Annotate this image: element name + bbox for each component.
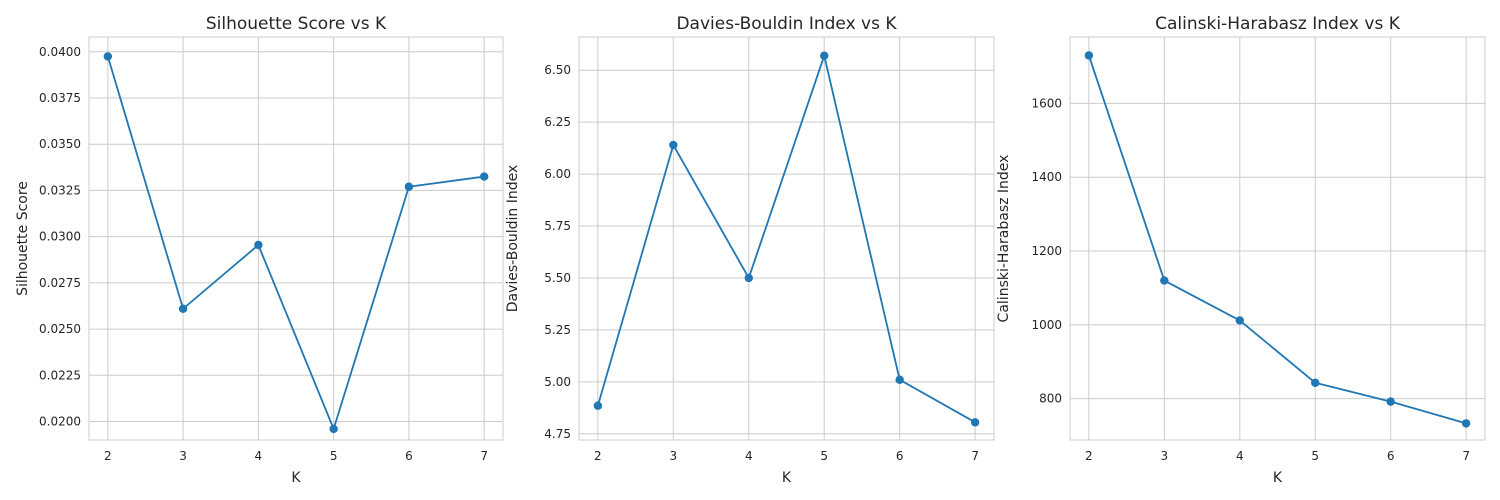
data-point: [1461, 419, 1471, 428]
y-axis-label: Calinski-Harabasz Index: [996, 155, 1012, 323]
y-tick-label: 0.0300: [39, 230, 81, 244]
x-tick-label: 3: [669, 449, 677, 463]
data-point: [254, 240, 263, 250]
x-tick-label: 3: [179, 449, 187, 463]
y-axis-label: Davies-Bouldin Index: [505, 165, 521, 313]
y-tick-label: 1600: [1031, 96, 1062, 110]
data-point: [1311, 378, 1320, 387]
y-tick-label: 0.0375: [39, 91, 81, 105]
y-axis-label: Silhouette Score: [15, 181, 31, 296]
y-tick-label: 5.25: [544, 323, 571, 337]
axes-frame: [1069, 36, 1486, 441]
x-tick-label: 4: [745, 449, 753, 463]
y-tick-label: 0.0200: [39, 415, 81, 429]
x-tick-label: 2: [594, 449, 602, 463]
data-point: [1235, 316, 1244, 325]
data-point: [1160, 276, 1169, 285]
x-tick-label: 2: [104, 449, 112, 463]
x-tick-label: 3: [1160, 449, 1168, 463]
data-point: [1084, 51, 1094, 60]
x-axis-label: K: [782, 470, 792, 486]
y-tick-label: 800: [1039, 392, 1062, 406]
axes-frame: [88, 36, 504, 441]
axes-frame: [578, 36, 995, 441]
y-tick-label: 6.50: [544, 63, 571, 77]
y-tick-label: 1000: [1031, 318, 1062, 332]
series-line: [1088, 55, 1467, 425]
data-point: [820, 51, 829, 60]
chart-title: Davies-Bouldin Index vs K: [676, 14, 897, 34]
x-tick-label: 5: [330, 449, 338, 463]
y-tick-label: 6.00: [544, 167, 571, 181]
data-point: [178, 304, 188, 313]
series-line: [596, 54, 976, 424]
x-tick-label: 5: [1311, 449, 1319, 463]
chart-3: 2 3 4 5 6 7 800 1000 1200 1400 1600 Calinski-Haraba…: [996, 14, 1486, 486]
y-tick-label: 5.50: [544, 271, 571, 285]
y-tick-label: 1400: [1031, 170, 1062, 184]
y-tick-label: 0.0400: [39, 45, 81, 59]
y-tick-label: 1200: [1031, 244, 1062, 258]
data-point: [404, 182, 414, 191]
x-tick-label: 7: [1462, 449, 1470, 463]
chart-title: Silhouette Score vs K: [206, 14, 387, 34]
series-line: [106, 56, 485, 430]
plot-area: [1070, 37, 1485, 440]
data-point: [103, 52, 113, 61]
x-axis-label: K: [1273, 470, 1283, 486]
data-point: [1386, 397, 1395, 406]
chart-2: 2 3 4 5 6 7 4.75 5.00 5.25 5.50 5.75 6.00 6.25 6.50 Da…: [505, 14, 995, 486]
x-tick-label: 7: [480, 449, 488, 463]
x-tick-label: 6: [405, 449, 413, 463]
x-tick-label: 7: [971, 449, 979, 463]
data-point: [479, 172, 489, 181]
data-point: [744, 273, 753, 283]
data-point: [895, 375, 904, 384]
x-tick-label: 6: [1387, 449, 1395, 463]
chart-1: 2 3 4 5 6 7 0.0200 0.0225 0.0250 0.0275 0.0300 0.03…: [15, 14, 504, 486]
data-point: [669, 140, 678, 150]
y-tick-label: 5.00: [544, 375, 571, 389]
data-point: [970, 418, 980, 427]
y-tick-label: 5.75: [544, 219, 571, 233]
x-tick-label: 6: [896, 449, 904, 463]
chart-title: Calinski-Harabasz Index vs K: [1155, 14, 1401, 34]
y-tick-label: 0.0250: [39, 322, 81, 336]
data-point: [329, 424, 338, 434]
y-tick-label: 0.0350: [39, 137, 81, 151]
x-tick-label: 4: [1236, 449, 1244, 463]
y-tick-label: 0.0325: [39, 183, 81, 197]
data-point: [593, 401, 603, 410]
y-tick-label: 6.25: [544, 115, 571, 129]
x-axis-label: K: [291, 470, 301, 486]
x-tick-label: 5: [820, 449, 828, 463]
y-tick-label: 4.75: [544, 427, 571, 441]
x-tick-label: 4: [255, 449, 263, 463]
plot-area: [579, 37, 994, 440]
y-tick-label: 0.0275: [39, 276, 81, 290]
y-tick-label: 0.0225: [39, 368, 81, 382]
plot-area: [89, 37, 503, 440]
x-tick-label: 2: [1085, 449, 1093, 463]
